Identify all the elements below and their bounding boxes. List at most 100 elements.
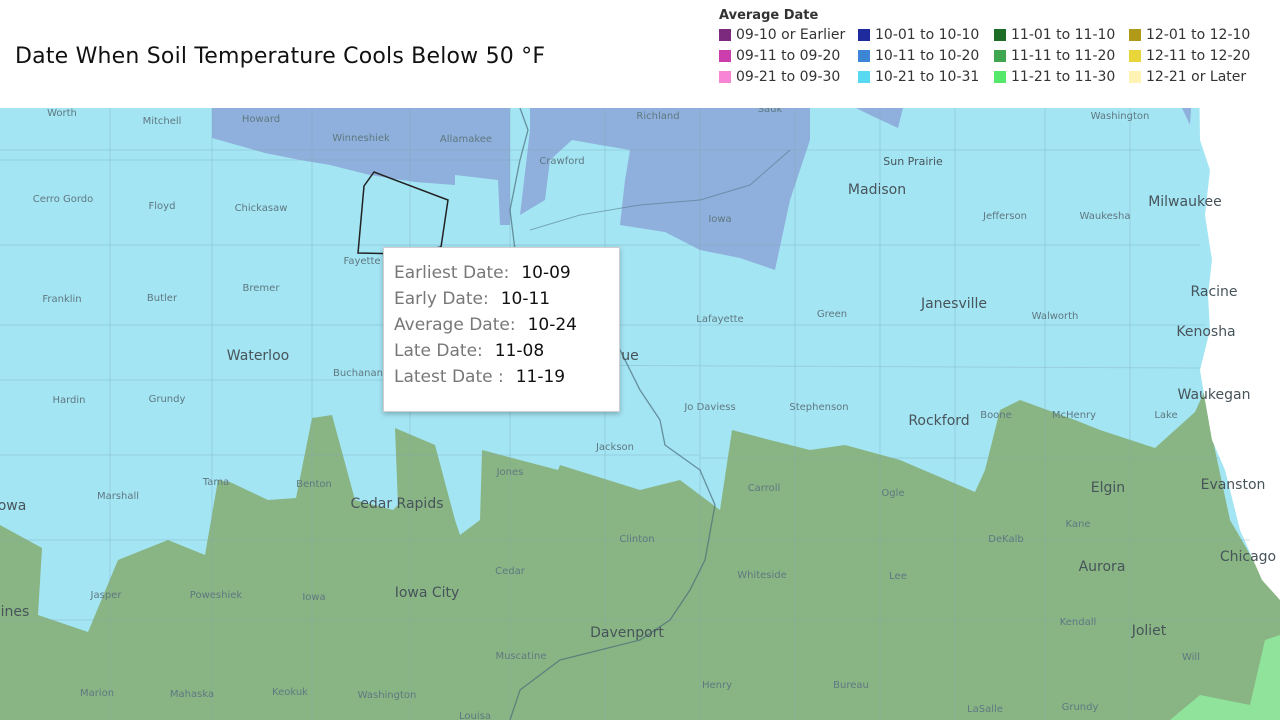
legend-item[interactable]: 09-21 to 09-30 xyxy=(719,68,858,85)
legend-item[interactable]: 09-11 to 09-20 xyxy=(719,47,858,64)
county-label: Lafayette xyxy=(696,314,743,325)
legend-title: Average Date xyxy=(719,8,819,23)
tooltip-row-late: Late Date: 11-08 xyxy=(394,338,619,364)
county-label: Marion xyxy=(80,688,114,699)
county-label: Lee xyxy=(889,571,907,582)
legend-item[interactable]: 11-11 to 11-20 xyxy=(994,47,1129,64)
county-label: Cedar xyxy=(495,566,526,577)
county-label: Franklin xyxy=(42,294,81,305)
legend-swatch xyxy=(858,70,870,83)
legend-label: 09-21 to 09-30 xyxy=(736,68,841,85)
county-label: Jones xyxy=(496,467,524,478)
legend-label: 10-21 to 10-31 xyxy=(875,68,980,85)
city-label: Chicago xyxy=(1220,549,1276,565)
legend-label: 09-11 to 09-20 xyxy=(736,47,841,64)
county-label: Benton xyxy=(296,479,332,490)
county-label: McHenry xyxy=(1052,410,1096,421)
legend-swatch xyxy=(719,28,731,41)
county-label: Washington xyxy=(1091,111,1150,122)
zone-11-21-to-11-30[interactable] xyxy=(1170,635,1280,720)
county-label: Bremer xyxy=(243,283,281,294)
tooltip-label: Earliest Date: xyxy=(394,263,510,283)
tooltip-value: 11-08 xyxy=(494,341,545,361)
tooltip-label: Early Date: xyxy=(394,289,489,309)
county-label: Waukesha xyxy=(1080,211,1131,222)
city-label: Janesville xyxy=(920,296,987,312)
legend-item[interactable]: 12-01 to 12-10 xyxy=(1129,26,1259,43)
county-label: Worth xyxy=(47,108,77,119)
legend-label: 11-01 to 11-10 xyxy=(1011,26,1116,43)
legend-item[interactable]: 12-11 to 12-20 xyxy=(1129,47,1259,64)
county-label: Mitchell xyxy=(143,116,182,127)
county-label: Floyd xyxy=(149,201,176,212)
legend-label: 12-11 to 12-20 xyxy=(1146,47,1251,64)
county-label: Clinton xyxy=(619,534,654,545)
city-label: Evanston xyxy=(1201,477,1266,493)
lake-michigan xyxy=(1198,0,1280,600)
county-label: Stephenson xyxy=(789,402,848,413)
county-label: Muscatine xyxy=(496,651,547,662)
county-label: Grundy xyxy=(149,394,186,405)
legend-label: 10-01 to 10-10 xyxy=(875,26,980,43)
tooltip-label: Average Date: xyxy=(394,315,516,335)
county-label: Mahaska xyxy=(170,689,214,700)
county-label: Fayette xyxy=(343,256,380,267)
wisconsin-river xyxy=(529,149,791,231)
legend-item[interactable]: 11-21 to 11-30 xyxy=(994,68,1129,85)
legend-item[interactable]: 09-10 or Earlier xyxy=(719,26,858,43)
city-label: Rockford xyxy=(908,413,969,429)
tooltip-label: Latest Date : xyxy=(394,367,504,387)
county-label: Jo Daviess xyxy=(683,402,735,413)
county-label: Jackson xyxy=(595,442,634,453)
county-label: Kendall xyxy=(1060,617,1097,628)
county-label: Cerro Gordo xyxy=(33,194,94,205)
legend-swatch xyxy=(719,49,731,62)
city-label: Elgin xyxy=(1091,480,1125,496)
county-label: Chickasaw xyxy=(235,203,288,214)
page-title: Date When Soil Temperature Cools Below 5… xyxy=(15,44,546,69)
county-boundaries xyxy=(0,108,1280,720)
county-label: Whiteside xyxy=(737,570,787,581)
zone-11-01-to-11-10[interactable] xyxy=(0,390,1280,720)
legend: Average Date 09-10 or Earlier 10-01 to 1… xyxy=(719,8,1259,85)
legend-item[interactable]: 11-01 to 11-10 xyxy=(994,26,1129,43)
city-label: Cedar Rapids xyxy=(350,496,443,512)
county-label: Buchanan xyxy=(333,368,383,379)
legend-item[interactable]: 12-21 or Later xyxy=(1129,68,1259,85)
county-label: Richland xyxy=(636,111,679,122)
legend-swatch xyxy=(719,70,731,83)
tooltip-row-latest: Latest Date : 11-19 xyxy=(394,364,619,390)
city-label: Waterloo xyxy=(227,348,289,364)
county-label: Jefferson xyxy=(982,211,1027,222)
legend-item[interactable]: 10-01 to 10-10 xyxy=(858,26,994,43)
tooltip-value: 11-19 xyxy=(515,367,566,387)
county-label: Poweshiek xyxy=(190,590,243,601)
legend-item[interactable]: 10-11 to 10-20 xyxy=(858,47,994,64)
county-label: Hardin xyxy=(52,395,85,406)
county-label: Iowa xyxy=(708,214,731,225)
county-labels: Worth Mitchell Howard Winneshiek Allamak… xyxy=(33,104,1200,720)
legend-item[interactable]: 10-21 to 10-31 xyxy=(858,68,994,85)
legend-swatch xyxy=(994,70,1006,83)
city-label: Kenosha xyxy=(1176,324,1235,340)
city-labels: Madison Milwaukee Sun Prairie Janesville… xyxy=(0,155,1276,641)
city-label: Madison xyxy=(848,182,906,198)
county-label: Butler xyxy=(147,293,178,304)
city-label: Sun Prairie xyxy=(883,155,943,168)
city-label: Aurora xyxy=(1079,559,1126,575)
legend-swatch xyxy=(1129,28,1141,41)
legend-swatch xyxy=(994,49,1006,62)
tooltip-row-early: Early Date: 10-11 xyxy=(394,286,619,312)
county-label: Kane xyxy=(1066,519,1091,530)
county-label: DeKalb xyxy=(988,534,1024,545)
county-label: Lake xyxy=(1154,410,1177,421)
legend-label: 12-21 or Later xyxy=(1146,68,1247,85)
county-label: LaSalle xyxy=(967,704,1003,715)
county-label: Crawford xyxy=(539,156,584,167)
legend-label: 11-21 to 11-30 xyxy=(1011,68,1116,85)
county-label: Green xyxy=(817,309,847,320)
tooltip-row-earliest: Earliest Date: 10-09 xyxy=(394,260,619,286)
county-label: Will xyxy=(1182,652,1200,663)
city-label: Joliet xyxy=(1131,623,1167,639)
